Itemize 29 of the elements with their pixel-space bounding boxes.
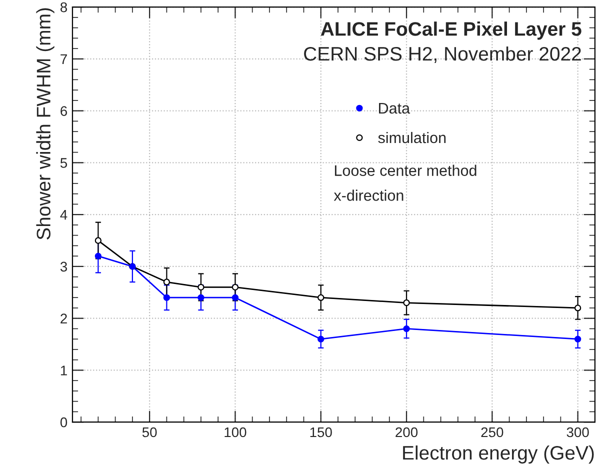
point xyxy=(574,304,582,312)
y-tick-label: 6 xyxy=(60,106,68,116)
annotation: Loose center method xyxy=(334,164,476,176)
text: CERN SPS H2, November 2022 xyxy=(304,46,581,64)
y-tick-label: 0 xyxy=(60,417,68,428)
point xyxy=(574,336,582,342)
y-tick-label: 5 xyxy=(60,158,68,168)
y-axis-title: Shower width FWHM (mm) xyxy=(36,8,54,240)
annotation: x-direction xyxy=(334,190,404,201)
y-tick-label: 4 xyxy=(60,210,68,220)
y-tick-label: 1 xyxy=(60,366,67,376)
y-tick-label: 7 xyxy=(60,54,67,64)
text: ALICE FoCal-E Pixel Layer 5 xyxy=(320,22,582,40)
x-tick-label: 250 xyxy=(481,427,504,438)
legend-label: simulation xyxy=(378,132,446,144)
y-tick-label: 3 xyxy=(60,262,68,272)
x-axis-title: Electron energy (GeV) xyxy=(403,445,594,464)
x-tick-label: 200 xyxy=(396,427,418,438)
y-tick-label: 2 xyxy=(60,314,67,324)
x-tick-label: 300 xyxy=(566,427,589,438)
x-tick-label: 100 xyxy=(224,427,246,438)
point xyxy=(403,299,410,306)
y-tick-label: 8 xyxy=(60,2,68,12)
x-tick-label: 150 xyxy=(310,427,332,438)
point xyxy=(318,336,324,342)
x-tick-label: 50 xyxy=(142,427,157,438)
point xyxy=(318,294,324,301)
legend-label: Data xyxy=(379,102,410,114)
point xyxy=(403,325,410,332)
